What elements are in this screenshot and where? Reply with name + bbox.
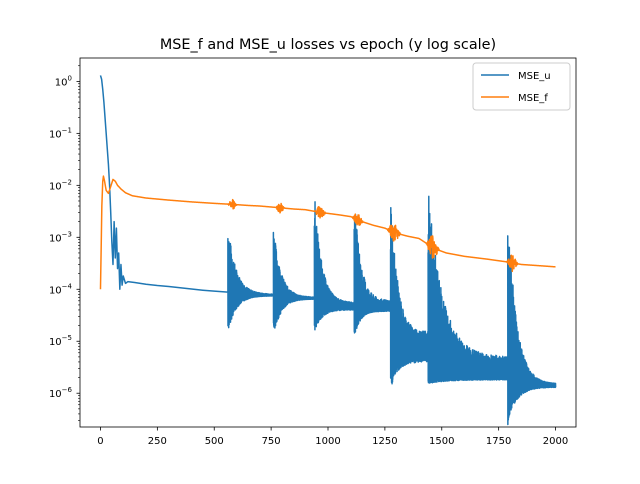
axes-layer: 0 250 500 750 1000 1250 1500 1750 2000 100 10−1 10−… [49, 57, 577, 447]
x-tick-label: 1250 [372, 436, 397, 447]
y-tick-label: 100 [55, 74, 72, 88]
x-tick-label: 2000 [543, 436, 568, 447]
legend-label: MSE_f [518, 93, 548, 104]
x-tick-label: 1500 [429, 436, 454, 447]
series-line-mse-u [99, 75, 557, 426]
y-tick-label: 10−2 [49, 178, 72, 192]
y-tick-label: 10−1 [49, 126, 72, 140]
x-tick-label: 750 [262, 436, 281, 447]
x-tick-label: 500 [205, 436, 224, 447]
y-tick-label: 10−4 [49, 282, 73, 296]
x-tick-label: 1000 [315, 436, 340, 447]
x-tick-label: 1750 [486, 436, 511, 447]
y-tick-label: 10−3 [49, 230, 72, 244]
x-tick-label: 0 [97, 436, 103, 447]
legend-label: MSE_u [518, 71, 551, 82]
series-layer [99, 75, 557, 426]
y-tick-label: 10−6 [49, 386, 73, 400]
x-tick-label: 250 [148, 436, 167, 447]
y-tick-label: 10−5 [49, 334, 72, 348]
series-line-mse-f [99, 175, 557, 290]
chart-title: MSE_f and MSE_u losses vs epoch (y log s… [160, 37, 496, 53]
legend: MSE_u MSE_f [472, 62, 571, 111]
